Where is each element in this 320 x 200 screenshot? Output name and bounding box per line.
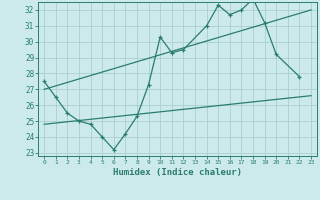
X-axis label: Humidex (Indice chaleur): Humidex (Indice chaleur) bbox=[113, 168, 242, 177]
